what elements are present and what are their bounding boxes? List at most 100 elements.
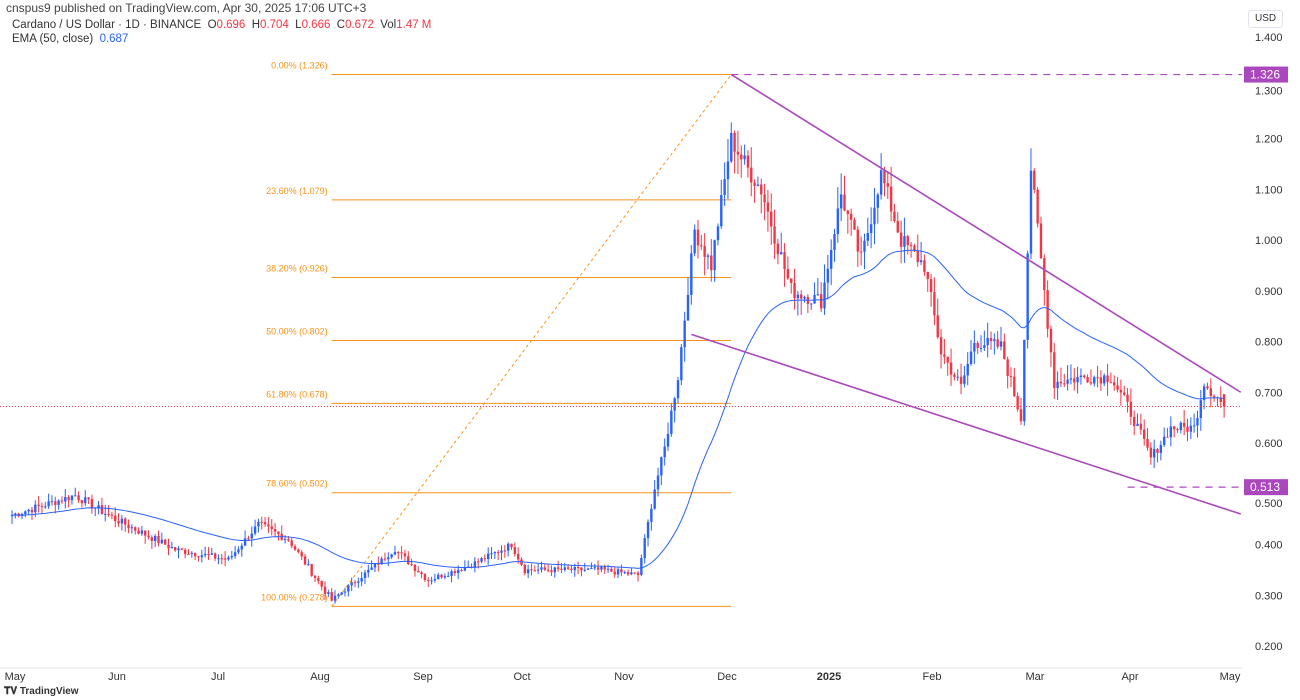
candle-body	[1089, 382, 1093, 384]
candle-body	[683, 320, 686, 348]
price-marker	[1244, 66, 1288, 83]
candle-body	[287, 539, 290, 541]
candle-body	[190, 553, 194, 555]
candle-body	[327, 592, 330, 594]
ema-label: EMA (50, close)	[12, 33, 94, 45]
candle-body	[763, 194, 766, 203]
candle-body	[500, 550, 503, 553]
candle-body	[1169, 426, 1173, 438]
candle-body	[110, 514, 114, 516]
candle-body	[1136, 423, 1139, 426]
x-tick-label: May	[5, 671, 26, 683]
candle-body	[377, 563, 380, 565]
candle-body	[137, 530, 140, 534]
candle-body	[733, 132, 736, 152]
candle-body	[736, 151, 740, 155]
candle-body	[730, 132, 733, 162]
candle-body	[640, 558, 643, 575]
candle-body	[90, 499, 94, 509]
candle-body	[203, 554, 207, 556]
candle-body	[457, 570, 460, 574]
candle-body	[670, 410, 673, 434]
candle-body	[1076, 377, 1079, 383]
candle-body	[953, 374, 956, 377]
candle-body	[283, 539, 287, 541]
candle-body	[34, 504, 37, 513]
candle-body	[886, 183, 889, 187]
candle-body	[540, 567, 543, 570]
candle-body	[790, 278, 793, 283]
candle-body	[170, 547, 174, 549]
candle-body	[1003, 341, 1006, 360]
candle-body	[1133, 416, 1136, 426]
candle-body	[979, 347, 983, 349]
candle-body	[580, 567, 583, 571]
candle-body	[586, 568, 590, 570]
candle-body	[706, 255, 710, 257]
candle-body	[676, 380, 680, 399]
x-tick-label: Nov	[614, 671, 634, 683]
candle-body	[320, 580, 323, 587]
candle-body	[140, 530, 144, 534]
candle-body	[1029, 170, 1033, 254]
candle-body	[666, 433, 670, 447]
candle-body	[939, 337, 943, 355]
candle-body	[576, 566, 580, 568]
candle-body	[969, 351, 973, 364]
candle-body	[1206, 386, 1209, 389]
fib-level-label: 78.60% (0.502)	[266, 479, 328, 489]
brand-name: TradingView	[19, 686, 79, 697]
candle-body	[873, 207, 876, 225]
candle-body	[337, 594, 340, 596]
candle-body	[127, 524, 130, 529]
candle-body	[1109, 382, 1113, 384]
candle-body	[297, 549, 300, 553]
candle-body	[84, 497, 87, 504]
candle-body	[70, 495, 74, 501]
candle-body	[943, 354, 946, 357]
candle-body	[213, 553, 217, 559]
y-tick-label: 1.400	[1255, 32, 1283, 44]
candle-body	[160, 539, 164, 544]
open-value: 0.696	[216, 19, 246, 31]
candle-body	[310, 564, 313, 576]
candle-body	[333, 595, 337, 601]
currency-button[interactable]: USD	[1248, 10, 1284, 28]
candle-body	[786, 269, 790, 279]
candle-body	[909, 245, 913, 247]
close-value: 0.672	[345, 19, 374, 31]
candle-body	[573, 566, 576, 571]
x-tick-label: Mar	[1026, 671, 1045, 683]
ema-value: 0.687	[99, 33, 129, 45]
candle-body	[866, 233, 870, 241]
close-label: C	[336, 19, 346, 31]
candle-body	[1019, 409, 1023, 422]
candle-body	[1039, 223, 1043, 258]
candle-body	[973, 342, 976, 352]
candle-body	[603, 566, 606, 570]
candle-body	[596, 567, 600, 570]
candle-body	[923, 260, 926, 272]
candle-body	[1026, 253, 1029, 340]
candle-body	[233, 552, 237, 557]
candle-body	[720, 195, 723, 227]
candle-body	[247, 538, 250, 540]
candle-body	[293, 546, 297, 550]
candle-body	[996, 339, 999, 347]
candle-body	[766, 202, 770, 212]
candle-body	[916, 250, 919, 263]
candle-body	[340, 592, 343, 595]
candle-body	[816, 294, 820, 296]
candle-body	[546, 569, 550, 571]
candle-body	[307, 564, 310, 566]
candle-body	[353, 582, 357, 584]
candle-body	[1073, 378, 1076, 383]
candle-body	[74, 495, 77, 497]
candle-body	[1036, 189, 1039, 224]
price-marker	[1244, 479, 1288, 496]
candle-body	[57, 500, 60, 505]
y-tick-label: 0.300	[1255, 590, 1283, 602]
candle-body	[610, 568, 613, 572]
y-tick-label: 1.200	[1255, 134, 1283, 146]
